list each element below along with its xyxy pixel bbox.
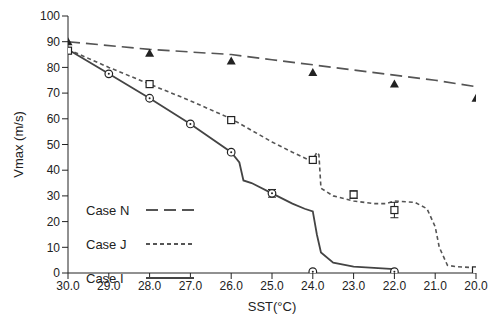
svg-text:Vmax (m/s): Vmax (m/s)	[11, 111, 26, 177]
svg-text:50: 50	[47, 138, 61, 152]
svg-text:SST(°C): SST(°C)	[248, 299, 297, 314]
svg-text:30.0: 30.0	[56, 279, 80, 293]
svg-text:23.0: 23.0	[342, 279, 366, 293]
svg-text:27.0: 27.0	[179, 279, 203, 293]
svg-text:40: 40	[47, 163, 61, 177]
svg-text:0: 0	[53, 266, 60, 280]
svg-text:10: 10	[47, 241, 61, 255]
svg-text:20: 20	[47, 215, 61, 229]
svg-text:22.0: 22.0	[383, 279, 407, 293]
svg-text:70: 70	[47, 86, 61, 100]
svg-text:60: 60	[47, 112, 61, 126]
svg-text:25.0: 25.0	[260, 279, 284, 293]
svg-text:100: 100	[40, 9, 60, 23]
svg-text:24.0: 24.0	[301, 279, 325, 293]
svg-text:26.0: 26.0	[220, 279, 244, 293]
svg-text:30: 30	[47, 189, 61, 203]
svg-text:90: 90	[47, 35, 61, 49]
svg-text:21.0: 21.0	[424, 279, 448, 293]
svg-text:20.0: 20.0	[464, 279, 488, 293]
svg-text:28.0: 28.0	[138, 279, 162, 293]
svg-text:80: 80	[47, 61, 61, 75]
